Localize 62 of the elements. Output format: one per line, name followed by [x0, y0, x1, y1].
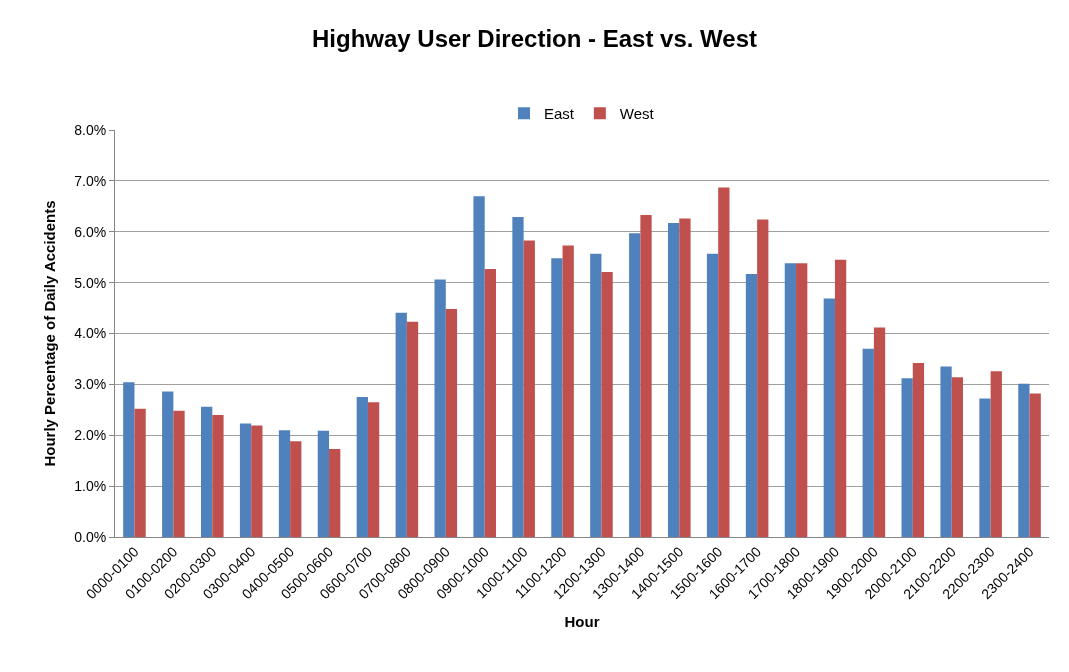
bar	[862, 348, 874, 537]
legend-label: West	[619, 105, 655, 123]
bar	[629, 233, 641, 537]
bar	[679, 218, 691, 537]
y-tick-label: 5.0%	[74, 274, 107, 291]
bar	[940, 366, 952, 537]
bar	[512, 217, 524, 537]
bar	[162, 391, 174, 537]
bar	[201, 406, 213, 537]
bar	[601, 271, 613, 537]
bar	[212, 414, 224, 537]
bar	[278, 430, 291, 537]
bar	[123, 382, 135, 537]
y-tick-label: 4.0%	[74, 325, 107, 342]
bar	[784, 263, 797, 537]
bar	[239, 423, 252, 537]
bar	[796, 263, 808, 537]
bar	[251, 425, 263, 537]
bar	[1029, 393, 1041, 537]
bar	[290, 441, 302, 537]
bar	[757, 219, 769, 537]
bar	[640, 214, 652, 537]
y-tick-label: 1.0%	[74, 478, 107, 495]
bar	[356, 397, 368, 537]
bar	[951, 377, 963, 537]
bar	[1018, 383, 1030, 537]
bar	[173, 410, 185, 537]
bar	[718, 187, 730, 537]
bar	[912, 363, 925, 537]
y-tick-label: 3.0%	[74, 376, 107, 393]
bar	[445, 309, 458, 537]
bar	[551, 258, 563, 537]
bar	[406, 321, 419, 537]
y-tick-label: 7.0%	[74, 172, 107, 189]
bar	[473, 196, 485, 537]
y-tick-label: 8.0%	[74, 121, 107, 138]
y-axis-title: Hourly Percentage of Daily Accidents	[40, 200, 58, 467]
bar	[523, 240, 535, 537]
bar	[434, 279, 446, 537]
bar	[873, 327, 886, 537]
bar	[823, 298, 835, 537]
bar	[834, 259, 847, 537]
bar	[590, 253, 602, 537]
bar	[484, 268, 496, 537]
bar	[706, 253, 719, 537]
y-tick-label: 0.0%	[74, 528, 107, 545]
legend-label: East	[544, 105, 575, 123]
bar	[367, 402, 380, 537]
bar	[562, 245, 574, 537]
bar	[990, 371, 1002, 537]
bar	[979, 398, 991, 537]
x-axis-title: Hour	[564, 613, 600, 631]
chart-title: Highway User Direction - East vs. West	[311, 25, 758, 53]
y-tick-label: 6.0%	[74, 223, 107, 240]
y-tick-label: 2.0%	[74, 427, 107, 444]
bar	[317, 430, 330, 537]
bar	[745, 273, 758, 537]
bar	[395, 312, 407, 537]
bar	[329, 448, 341, 537]
bar	[668, 223, 680, 537]
bar	[134, 408, 146, 537]
bar	[901, 378, 913, 537]
